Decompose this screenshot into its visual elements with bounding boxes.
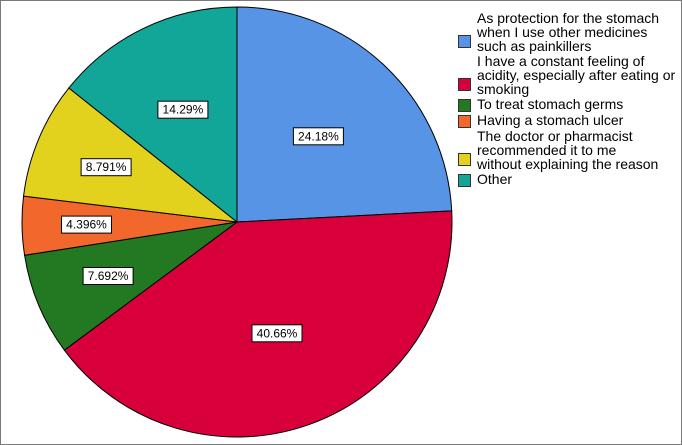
legend-swatch (458, 174, 471, 187)
data-label-text: 14.29% (163, 103, 204, 117)
data-label-germs: 7.692% (82, 267, 134, 285)
data-label-box (82, 267, 134, 285)
pie-slice-acidity (63, 210, 453, 438)
pie-slice-doctor (23, 87, 239, 223)
pie-slice-germs (24, 221, 238, 351)
data-label-other: 14.29% (157, 100, 209, 119)
data-label-text: 24.18% (298, 129, 339, 143)
pie-slice-other (68, 6, 238, 224)
legend-swatch (458, 78, 471, 91)
legend-item-acidity: I have a constant feeling of acidity, es… (458, 54, 680, 96)
legend-item-protection: As protection for the stomach when I use… (458, 11, 680, 53)
data-label-box (80, 158, 132, 177)
data-label-text: 8.791% (86, 160, 127, 174)
legend-swatch (458, 35, 471, 48)
data-label-box (157, 100, 209, 119)
legend-label: To treat stomach germs (477, 96, 624, 112)
legend-item-doctor: The doctor or pharmacist recommended it … (458, 129, 680, 171)
data-label-text: 4.396% (66, 218, 107, 232)
legend-item-other: Other (458, 172, 680, 187)
data-label-box (251, 324, 303, 343)
legend-item-ulcer: Having a stomach ulcer (458, 113, 680, 128)
pie-slices (21, 6, 453, 438)
pie-slice-protection (236, 6, 453, 223)
data-label-ulcer: 4.396% (61, 215, 112, 234)
legend-label: Other (477, 171, 513, 187)
legend-label: I have a constant feeling of acidity, es… (477, 53, 676, 97)
legend-label: Having a stomach ulcer (477, 112, 624, 128)
data-label-text: 40.66% (257, 326, 298, 340)
legend-swatch (458, 153, 471, 166)
data-label-doctor: 8.791% (80, 158, 132, 177)
data-label-text: 7.692% (88, 269, 129, 283)
pie-data-labels: 24.18% 40.66% 7.692% 4.396% 8.791% 14.29% (61, 100, 344, 343)
chart-legend: As protection for the stomach when I use… (458, 11, 680, 188)
legend-swatch (458, 115, 471, 128)
legend-swatch (458, 99, 471, 112)
legend-label: As protection for the stomach when I use… (477, 10, 660, 54)
data-label-acidity: 40.66% (251, 324, 303, 343)
data-label-box (61, 215, 112, 234)
data-label-protection: 24.18% (292, 127, 344, 146)
legend-item-germs: To treat stomach germs (458, 97, 680, 112)
data-label-box (292, 127, 344, 146)
legend-label: The doctor or pharmacist recommended it … (477, 128, 659, 172)
